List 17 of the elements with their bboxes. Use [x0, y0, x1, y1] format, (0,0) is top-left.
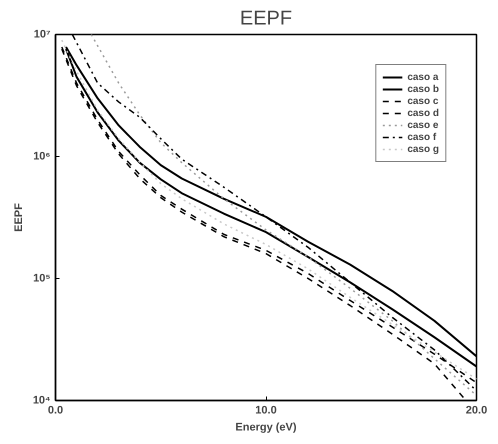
legend-label: caso c — [407, 95, 438, 107]
y-tick-label: 10⁵ — [33, 272, 51, 284]
chart-title: EEPF — [240, 8, 292, 30]
legend-label: caso a — [407, 71, 438, 83]
y-tick-label: 10⁴ — [32, 394, 51, 406]
y-tick-label: 10⁷ — [34, 28, 51, 40]
legend-label: caso g — [407, 143, 439, 155]
y-axis-title: EEPF — [12, 202, 25, 232]
x-tick-label: 20.0 — [466, 404, 488, 416]
legend-label: caso e — [407, 119, 438, 131]
x-tick-label: 0.0 — [48, 404, 64, 416]
legend-label: caso b — [407, 83, 439, 95]
y-tick-label: 10⁶ — [33, 150, 51, 162]
x-tick-label: 10.0 — [255, 404, 277, 416]
legend-label: caso d — [407, 107, 439, 119]
legend-label: caso f — [407, 131, 436, 143]
x-axis-title: Energy (eV) — [235, 422, 297, 434]
